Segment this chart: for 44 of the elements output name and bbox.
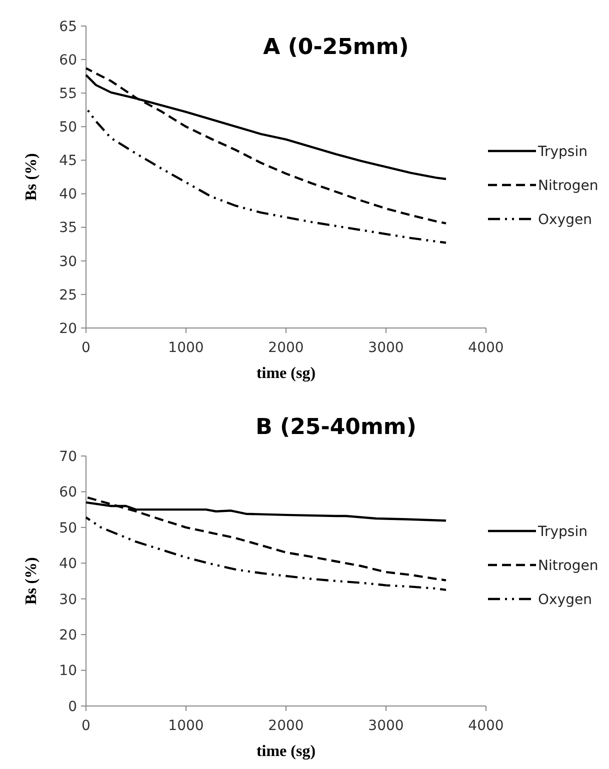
legend-label: Oxygen — [538, 212, 592, 228]
x-tick-label: 1000 — [168, 340, 204, 356]
y-tick-label: 60 — [59, 52, 77, 68]
x-tick-label: 0 — [82, 718, 90, 734]
legend-label: Trypsin — [537, 144, 588, 160]
y-axis-title: Bs (%) — [23, 153, 40, 201]
legend-label: Oxygen — [538, 592, 592, 608]
y-tick-label: 70 — [59, 448, 77, 465]
y-tick-label: 55 — [59, 86, 77, 102]
x-tick-label: 2000 — [268, 718, 304, 734]
y-tick-label: 50 — [59, 520, 77, 536]
line-series — [84, 516, 448, 592]
y-tick-label: 20 — [59, 320, 77, 337]
y-tick-label: 50 — [59, 120, 77, 136]
y-tick-label: 60 — [59, 484, 77, 501]
x-tick-label: 3000 — [368, 718, 404, 734]
y-tick-label: 0 — [68, 698, 77, 715]
y-axis-title: Bs (%) — [23, 557, 40, 605]
y-tick-label: 40 — [59, 186, 77, 203]
x-tick-label: 4000 — [468, 718, 504, 734]
legend-label: Trypsin — [537, 524, 588, 540]
x-tick-label: 0 — [82, 340, 90, 356]
y-tick-label: 45 — [59, 153, 77, 170]
y-tick-label: 10 — [59, 663, 77, 680]
legend-label: Nitrogen — [538, 178, 598, 194]
line-series — [84, 106, 448, 244]
x-tick-label: 1000 — [168, 718, 204, 734]
y-tick-label: 40 — [59, 556, 77, 572]
y-tick-label: 30 — [59, 254, 77, 270]
y-tick-label: 65 — [59, 18, 77, 35]
x-axis-title: time (sg) — [256, 743, 316, 760]
chart-title: B (25-40mm) — [256, 415, 416, 440]
x-tick-label: 3000 — [368, 340, 404, 356]
y-tick-label: 30 — [59, 592, 77, 608]
x-axis-title: time (sg) — [256, 365, 316, 382]
y-tick-label: 25 — [59, 287, 77, 304]
x-tick-label: 4000 — [468, 340, 504, 356]
chart-title: A (0-25mm) — [263, 35, 409, 60]
y-tick-label: 20 — [59, 627, 77, 644]
line-series — [84, 67, 448, 224]
x-tick-label: 2000 — [268, 340, 304, 356]
line-series — [84, 496, 448, 582]
y-tick-label: 35 — [59, 220, 77, 236]
legend-label: Nitrogen — [538, 558, 598, 574]
